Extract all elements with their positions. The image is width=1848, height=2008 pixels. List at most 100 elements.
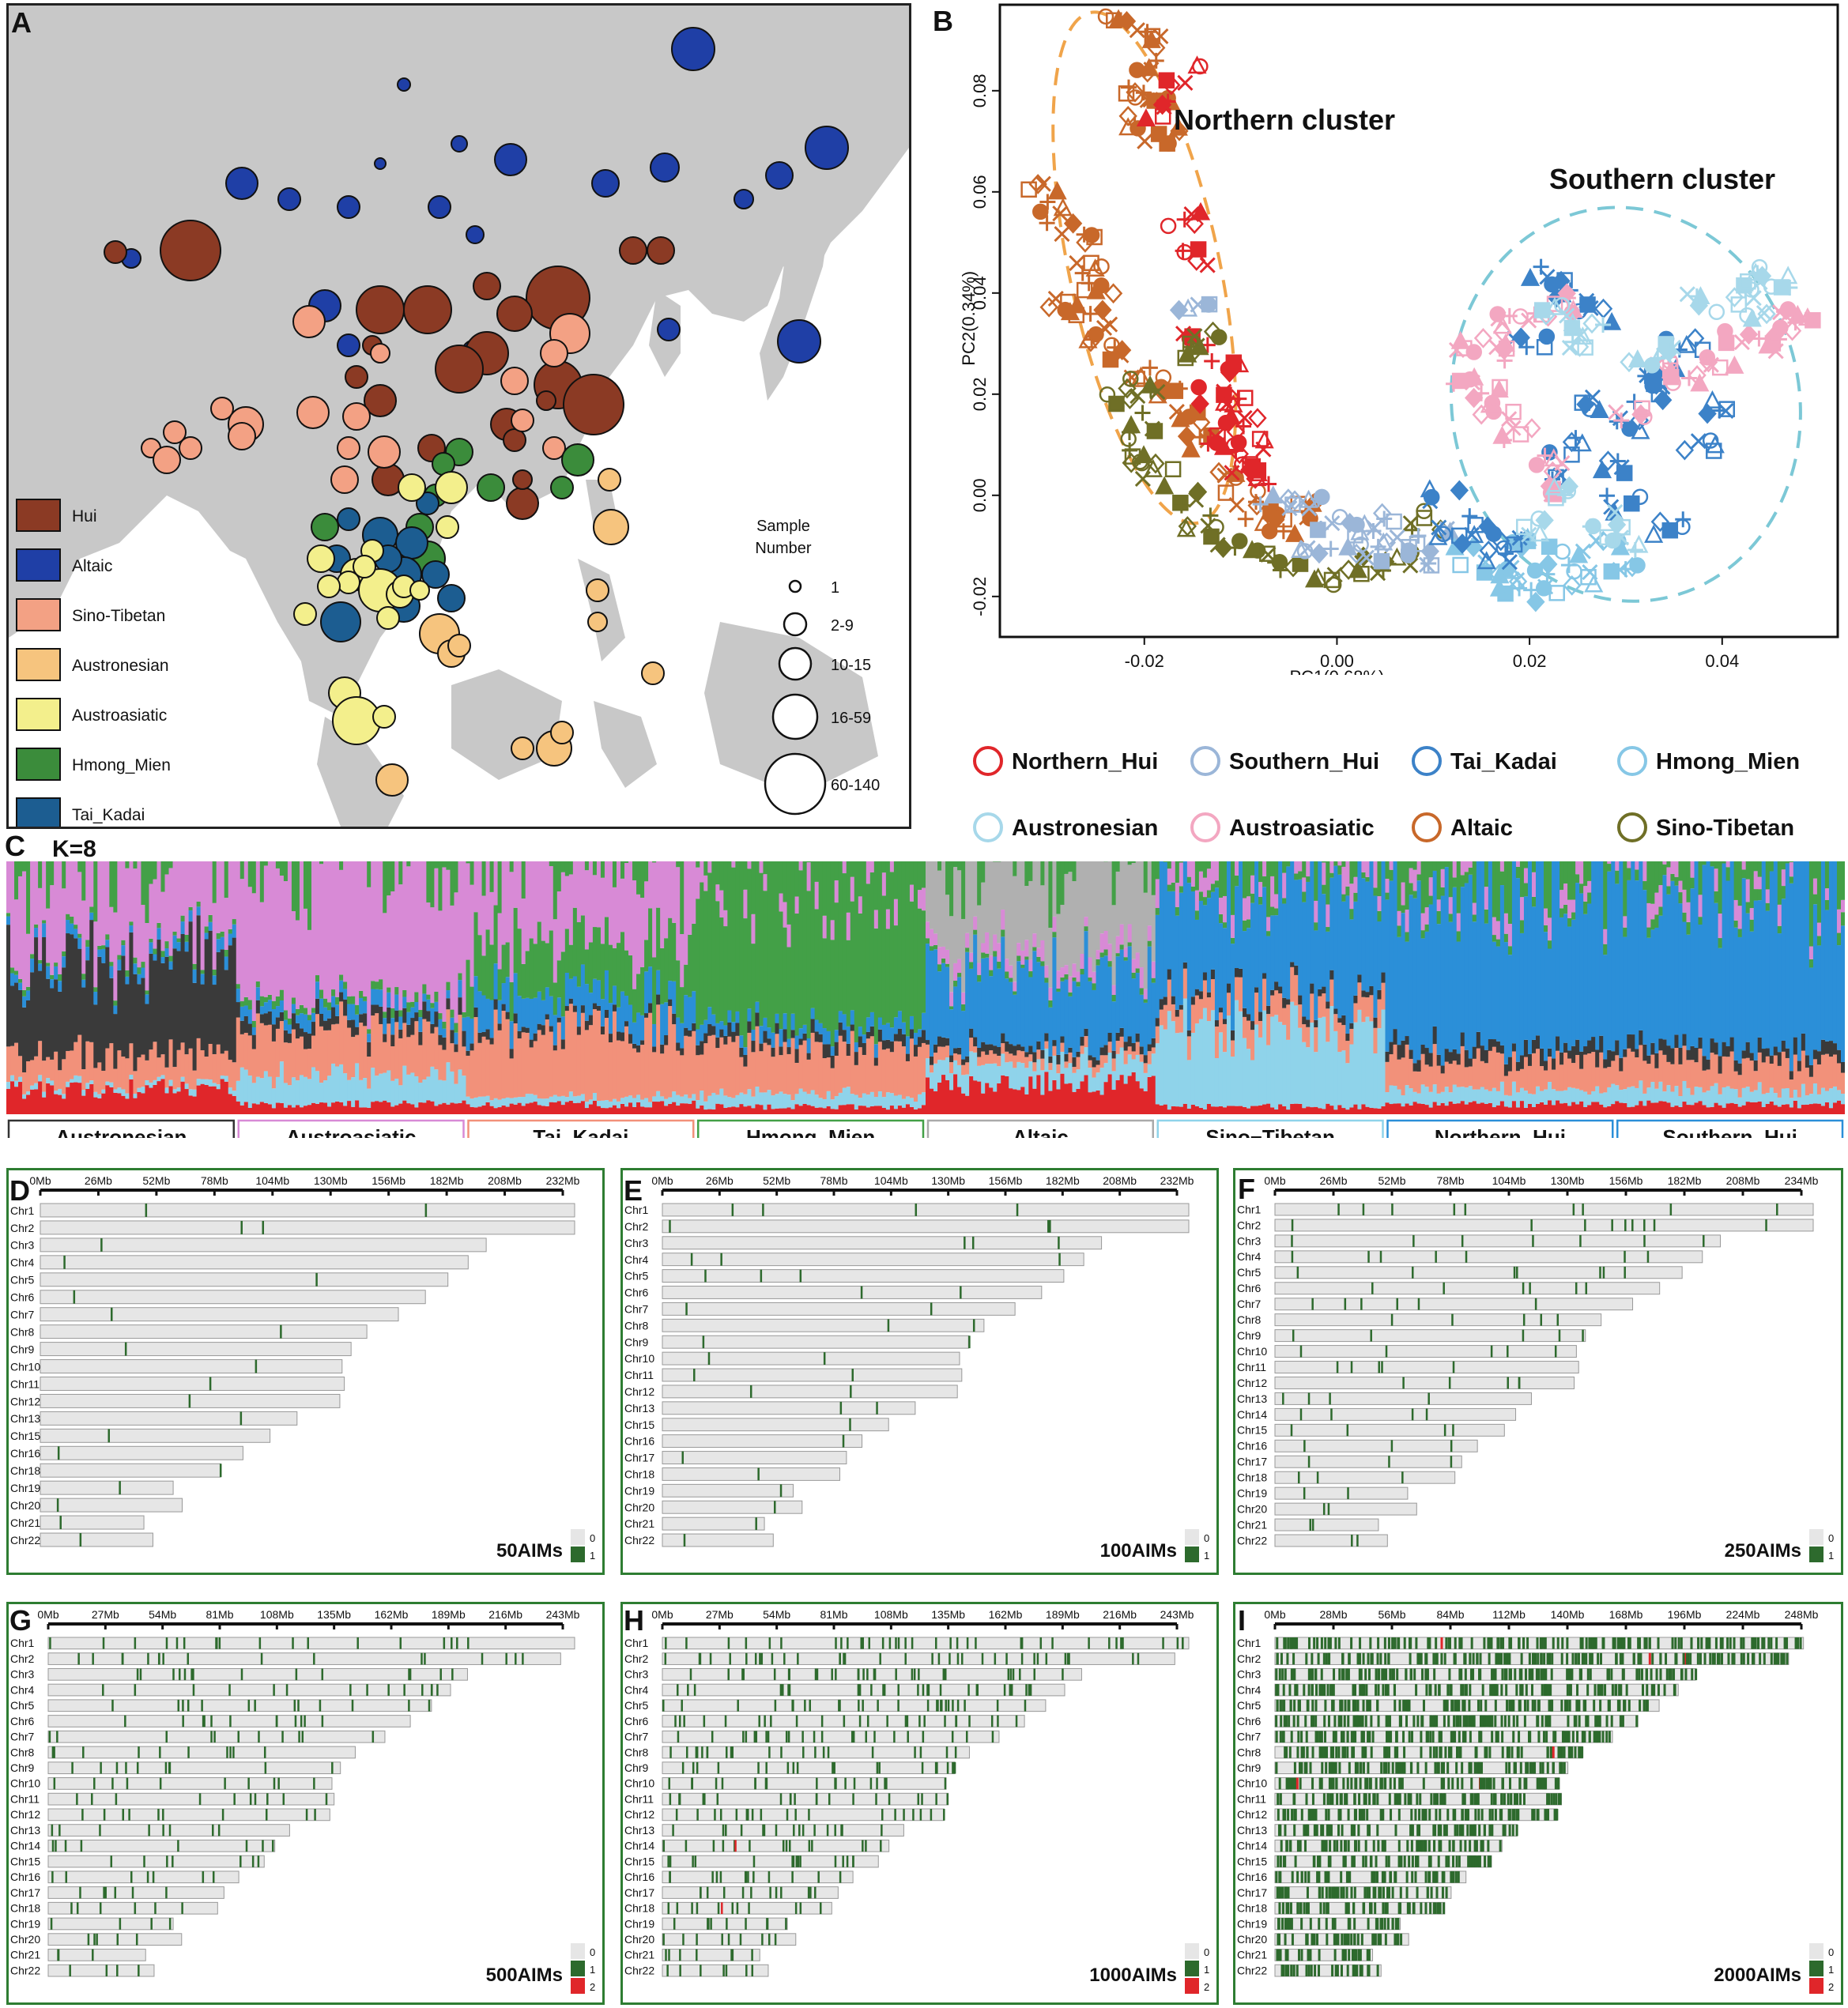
admixture-bar-segment: [969, 1028, 974, 1038]
admixture-bar-segment: [359, 997, 364, 1015]
admixture-bar-segment: [1488, 1102, 1493, 1114]
admixture-bar-segment: [422, 861, 427, 985]
pca-point-tai-kadai: [1590, 400, 1609, 418]
admixture-bar-segment: [1611, 1104, 1616, 1114]
admixture-bar-segment: [584, 870, 590, 950]
admixture-bar-segment: [1258, 882, 1263, 897]
admixture-bar-segment: [236, 989, 241, 1003]
admixture-bar-segment: [1452, 1061, 1458, 1085]
pca-point-northern-hui: [1246, 469, 1265, 489]
admixture-bar-segment: [529, 1047, 534, 1094]
admixture-bar-segment: [1159, 1105, 1164, 1114]
admixture-bar-segment: [1151, 978, 1156, 983]
pca-point-altaic: [1054, 226, 1070, 243]
admixture-bar-segment: [537, 921, 542, 992]
admixture-bar-segment: [1262, 978, 1267, 1011]
northern-cluster-label: Northern cluster: [1174, 104, 1395, 136]
admixture-bar-segment: [351, 1077, 356, 1107]
admixture-bar-segment: [255, 987, 261, 1000]
admixture-bar-segment: [688, 1103, 692, 1114]
admixture-bar-segment: [105, 934, 110, 940]
admixture-bar-segment: [1745, 1042, 1751, 1058]
pca-point-altaic: [1228, 469, 1244, 486]
admixture-bar-segment: [255, 1104, 261, 1114]
admixture-bar-segment: [1412, 891, 1418, 899]
admixture-bar-segment: [283, 861, 289, 882]
admixture-bar-segment: [941, 1037, 946, 1047]
admixture-bar-segment: [719, 1021, 724, 1030]
admixture-bar-segment: [779, 1108, 784, 1114]
chromosome-bar: [662, 1335, 969, 1349]
chromosome-bar: [40, 1272, 449, 1287]
admixture-bar-segment: [529, 861, 534, 939]
admixture-bar-segment: [1314, 922, 1318, 931]
admixture-bar-segment: [612, 1004, 617, 1012]
admixture-bar-segment: [1186, 1030, 1192, 1037]
admixture-bar-segment: [608, 1042, 613, 1102]
admixture-bar-segment: [450, 861, 455, 906]
admixture-bar-segment: [854, 1109, 859, 1114]
admixture-bar-segment: [664, 938, 669, 1003]
admixture-bar-segment: [1583, 886, 1588, 902]
admixture-bar-segment: [1171, 891, 1176, 996]
admixture-bar-segment: [1682, 1102, 1688, 1114]
pca-point-tai-kadai: [1518, 339, 1535, 356]
admixture-bar-segment: [1440, 1102, 1446, 1114]
admixture-bar-segment: [426, 1100, 431, 1114]
admixture-bar-segment: [1840, 1094, 1846, 1105]
admixture-bar-segment: [1725, 1103, 1731, 1114]
admixture-bar-segment: [1650, 919, 1655, 930]
admixture-bar-segment: [418, 1017, 423, 1032]
admixture-bar-segment: [1068, 872, 1073, 977]
admixture-bar-segment: [794, 1094, 800, 1105]
admixture-bar-segment: [993, 861, 998, 935]
admixture-bar-segment: [1563, 861, 1568, 884]
admixture-bar-segment: [937, 947, 942, 965]
admixture-bar-segment: [1567, 899, 1572, 918]
admixture-bar-segment: [604, 1009, 609, 1018]
admixture-bar-segment: [81, 1090, 86, 1096]
chromosome-bar: [662, 1286, 1043, 1299]
admixture-bar-segment: [1523, 861, 1529, 868]
admixture-bar-segment: [826, 1106, 832, 1114]
admixture-bar-segment: [470, 1043, 475, 1051]
admixture-bar-segment: [196, 1079, 202, 1086]
admixture-bar-segment: [414, 1076, 419, 1108]
admixture-bar-segment: [1797, 1071, 1802, 1098]
admixture-bar-segment: [1662, 1101, 1668, 1114]
admixture-bar-segment: [1084, 1075, 1089, 1114]
admixture-bar-segment: [42, 861, 47, 921]
admixture-bar-segment: [1270, 915, 1275, 990]
admixture-bar-segment: [945, 895, 950, 950]
admixture-bar-segment: [632, 1106, 637, 1114]
admixture-bar-segment: [26, 1000, 31, 1061]
admixture-bar-segment: [652, 957, 657, 1024]
admixture-bar-segment: [810, 1106, 816, 1114]
admixture-bar-segment: [1365, 1106, 1371, 1114]
admixture-bar-segment: [62, 956, 66, 968]
admixture-bar-segment: [1262, 973, 1267, 979]
admixture-bar-segment: [684, 1035, 688, 1095]
admixture-bar-segment: [1044, 978, 1050, 983]
admixture-bar-segment: [1548, 1057, 1552, 1083]
aim-marker: [972, 1319, 975, 1332]
admixture-bar-segment: [42, 936, 47, 1061]
admixture-bar-segment: [1472, 1046, 1477, 1059]
admixture-bar-segment: [838, 1011, 843, 1023]
pca-point-northern-hui: [1217, 414, 1235, 431]
admixture-bar-segment: [307, 929, 312, 1015]
admixture-bar-segment: [398, 1016, 403, 1030]
admixture-bar-segment: [1409, 883, 1414, 895]
admixture-bar-segment: [873, 928, 879, 1045]
admixture-bar-segment: [680, 934, 685, 988]
admixture-bar-segment: [180, 915, 186, 922]
admixture-bar-segment: [926, 944, 930, 1041]
admixture-bar-segment: [525, 1103, 530, 1114]
admixture-bar-segment: [1824, 1091, 1830, 1102]
admixture-bar-segment: [862, 1054, 867, 1094]
admixture-bar-segment: [1282, 903, 1287, 998]
admixture-bar-segment: [1155, 879, 1160, 909]
admixture-bar-segment: [1583, 1106, 1588, 1114]
admixture-bar-segment: [1290, 1103, 1295, 1114]
admixture-bar-segment: [454, 1032, 459, 1045]
